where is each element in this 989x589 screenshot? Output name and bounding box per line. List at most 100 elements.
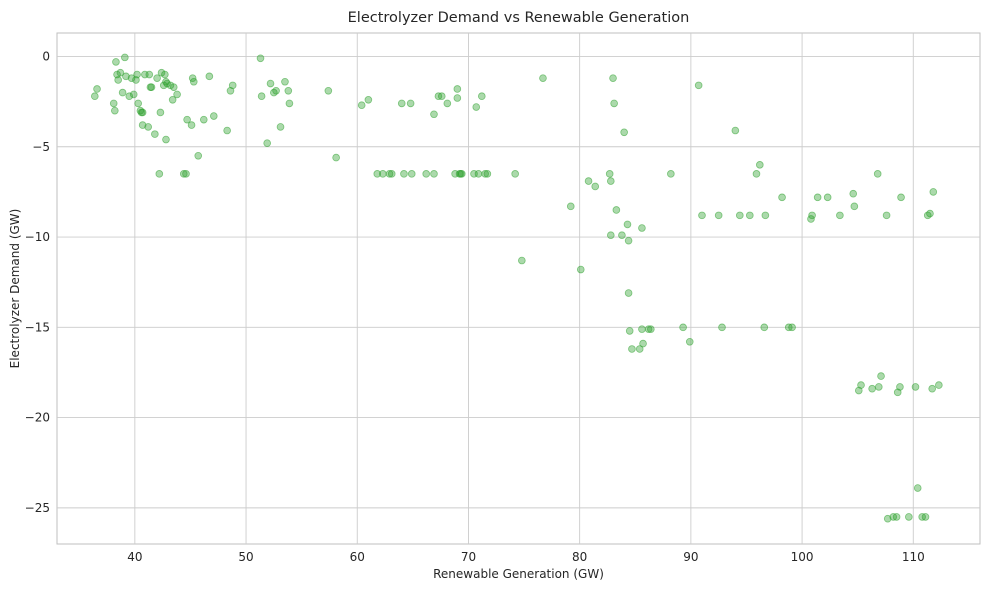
data-point [205, 72, 214, 81]
data-point [638, 325, 646, 333]
data-point [929, 188, 938, 196]
data-point [518, 256, 526, 265]
data-point [138, 121, 147, 129]
data-point [228, 81, 237, 90]
data-point [276, 123, 285, 131]
data-point [823, 193, 832, 202]
data-point [913, 484, 922, 492]
data-point [129, 90, 138, 99]
data-point [911, 383, 920, 391]
data-point [481, 170, 489, 178]
x-axis-label: Renewable Generation (GW) [433, 567, 604, 581]
data-point [263, 139, 271, 147]
data-point [407, 170, 416, 178]
data-points [91, 53, 943, 523]
data-point [896, 383, 904, 391]
data-point [566, 202, 575, 211]
x-tick-label: 80 [572, 550, 587, 564]
data-point [379, 170, 387, 178]
data-point [161, 70, 169, 79]
data-point [624, 236, 633, 245]
chart-title: Electrolyzer Demand vs Renewable Generat… [348, 10, 690, 26]
data-point [114, 76, 122, 84]
data-point [385, 170, 394, 178]
y-tick-label: −10 [25, 230, 50, 244]
data-point [153, 74, 161, 82]
data-point [644, 325, 653, 333]
data-point [155, 170, 164, 178]
data-point [147, 83, 156, 91]
data-point [624, 289, 633, 297]
data-point [591, 182, 600, 191]
data-point [209, 112, 218, 120]
data-point [430, 110, 438, 119]
data-point [453, 94, 462, 102]
data-point [625, 327, 634, 335]
data-point [935, 381, 943, 389]
data-point [430, 170, 438, 178]
data-point [373, 170, 382, 178]
data-point [850, 202, 859, 211]
data-point [138, 108, 147, 117]
data-point [285, 99, 294, 108]
data-point [357, 101, 366, 110]
data-point [183, 115, 191, 124]
data-point [116, 68, 125, 77]
data-point [169, 83, 178, 91]
x-tick-label: 40 [127, 550, 142, 564]
data-point [875, 383, 883, 391]
data-point [698, 211, 706, 220]
x-tick-label: 70 [461, 550, 476, 564]
data-point [406, 99, 415, 108]
data-point [144, 123, 152, 131]
data-point [813, 193, 822, 202]
data-point [145, 70, 154, 79]
data-point [199, 115, 208, 124]
data-point [868, 384, 876, 393]
data-point [112, 58, 120, 66]
data-point [284, 86, 293, 95]
data-point [422, 170, 431, 178]
data-point [118, 88, 127, 97]
data-point [778, 193, 786, 202]
x-tick-label: 90 [683, 550, 698, 564]
data-point [628, 345, 636, 353]
data-point [121, 53, 129, 62]
data-point [639, 339, 647, 348]
data-point [437, 92, 446, 100]
data-point [735, 211, 744, 220]
y-tick-label: 0 [42, 49, 50, 63]
data-point [223, 126, 231, 135]
data-point [173, 90, 181, 99]
x-tick-label: 60 [350, 550, 365, 564]
data-point [168, 96, 177, 104]
y-axis-ticks: 0 −5 −10 −15 −20 −25 [25, 49, 50, 514]
grid [57, 33, 980, 544]
data-point [836, 211, 844, 220]
y-tick-label: −25 [25, 501, 50, 515]
data-point [873, 170, 882, 178]
data-point [647, 325, 655, 333]
data-point [926, 209, 934, 218]
x-tick-label: 50 [238, 550, 253, 564]
x-tick-label: 110 [902, 550, 925, 564]
data-point [788, 323, 796, 332]
data-point [605, 170, 614, 178]
data-point [125, 92, 134, 100]
data-point [387, 170, 396, 178]
y-tick-label: −15 [25, 320, 50, 334]
y-axis-label: Electrolyzer Demand (GW) [8, 209, 22, 369]
x-axis-ticks: 40 50 60 70 80 90 100 110 [127, 550, 925, 564]
data-point [857, 381, 865, 389]
data-point [266, 79, 275, 88]
data-point [109, 99, 118, 108]
data-point [635, 345, 644, 353]
data-point [189, 77, 198, 86]
data-point [151, 130, 159, 138]
data-point [478, 92, 486, 100]
data-point [623, 220, 632, 229]
data-point [256, 54, 265, 63]
data-point [194, 151, 203, 160]
data-point [511, 170, 519, 178]
